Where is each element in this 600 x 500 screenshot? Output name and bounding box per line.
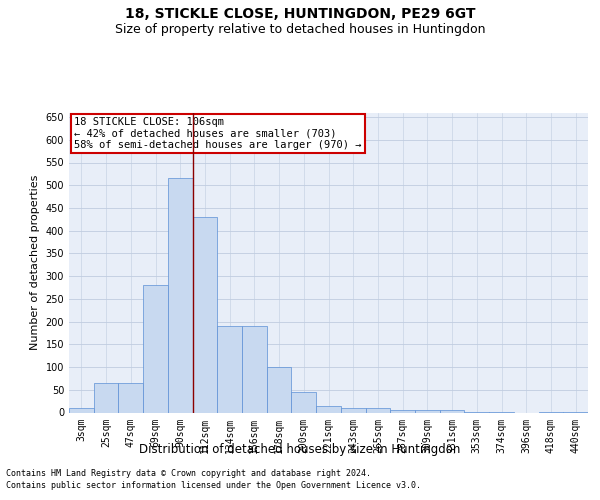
Bar xyxy=(415,410,440,412)
Bar xyxy=(242,326,267,412)
Text: Size of property relative to detached houses in Huntingdon: Size of property relative to detached ho… xyxy=(115,22,485,36)
Text: 18 STICKLE CLOSE: 106sqm
← 42% of detached houses are smaller (703)
58% of semi-: 18 STICKLE CLOSE: 106sqm ← 42% of detach… xyxy=(74,117,362,150)
Bar xyxy=(365,408,390,412)
Bar xyxy=(217,326,242,412)
Bar xyxy=(440,410,464,412)
Y-axis label: Number of detached properties: Number of detached properties xyxy=(30,175,40,350)
Bar xyxy=(267,367,292,412)
Bar xyxy=(94,383,118,412)
Bar xyxy=(143,285,168,412)
Text: 18, STICKLE CLOSE, HUNTINGDON, PE29 6GT: 18, STICKLE CLOSE, HUNTINGDON, PE29 6GT xyxy=(125,8,475,22)
Bar xyxy=(341,408,365,412)
Bar xyxy=(168,178,193,412)
Text: Distribution of detached houses by size in Huntingdon: Distribution of detached houses by size … xyxy=(139,442,461,456)
Bar xyxy=(69,408,94,412)
Text: Contains public sector information licensed under the Open Government Licence v3: Contains public sector information licen… xyxy=(6,481,421,490)
Bar xyxy=(316,406,341,412)
Bar xyxy=(193,217,217,412)
Bar xyxy=(390,410,415,412)
Text: Contains HM Land Registry data © Crown copyright and database right 2024.: Contains HM Land Registry data © Crown c… xyxy=(6,468,371,477)
Bar xyxy=(292,392,316,412)
Bar xyxy=(118,383,143,412)
